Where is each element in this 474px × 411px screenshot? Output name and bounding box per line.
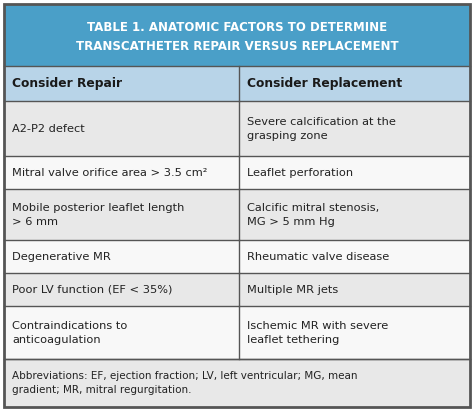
Bar <box>4 359 470 407</box>
Bar <box>4 4 470 66</box>
Bar <box>4 306 470 359</box>
Text: Consider Replacement: Consider Replacement <box>247 77 402 90</box>
Text: Mobile posterior leaflet length
> 6 mm: Mobile posterior leaflet length > 6 mm <box>12 203 184 226</box>
Text: Multiple MR jets: Multiple MR jets <box>247 285 338 295</box>
Bar <box>4 101 470 156</box>
Text: Poor LV function (EF < 35%): Poor LV function (EF < 35%) <box>12 285 173 295</box>
Bar <box>4 273 470 306</box>
Text: Calcific mitral stenosis,
MG > 5 mm Hg: Calcific mitral stenosis, MG > 5 mm Hg <box>247 203 380 226</box>
Text: Consider Repair: Consider Repair <box>12 77 122 90</box>
Text: Mitral valve orifice area > 3.5 cm²: Mitral valve orifice area > 3.5 cm² <box>12 168 207 178</box>
Text: TRANSCATHETER REPAIR VERSUS REPLACEMENT: TRANSCATHETER REPAIR VERSUS REPLACEMENT <box>76 40 398 53</box>
Text: Leaflet perforation: Leaflet perforation <box>247 168 354 178</box>
Bar <box>4 66 470 101</box>
Text: Degenerative MR: Degenerative MR <box>12 252 111 262</box>
Text: Severe calcification at the
grasping zone: Severe calcification at the grasping zon… <box>247 117 396 141</box>
Text: TABLE 1. ANATOMIC FACTORS TO DETERMINE: TABLE 1. ANATOMIC FACTORS TO DETERMINE <box>87 21 387 34</box>
Text: A2-P2 defect: A2-P2 defect <box>12 124 85 134</box>
Text: Rheumatic valve disease: Rheumatic valve disease <box>247 252 390 262</box>
Text: Ischemic MR with severe
leaflet tethering: Ischemic MR with severe leaflet tetherin… <box>247 321 389 345</box>
Bar <box>4 156 470 189</box>
Text: Abbreviations: EF, ejection fraction; LV, left ventricular; MG, mean
gradient; M: Abbreviations: EF, ejection fraction; LV… <box>12 371 357 395</box>
Bar <box>4 189 470 240</box>
Bar <box>4 240 470 273</box>
Text: Contraindications to
anticoagulation: Contraindications to anticoagulation <box>12 321 128 345</box>
